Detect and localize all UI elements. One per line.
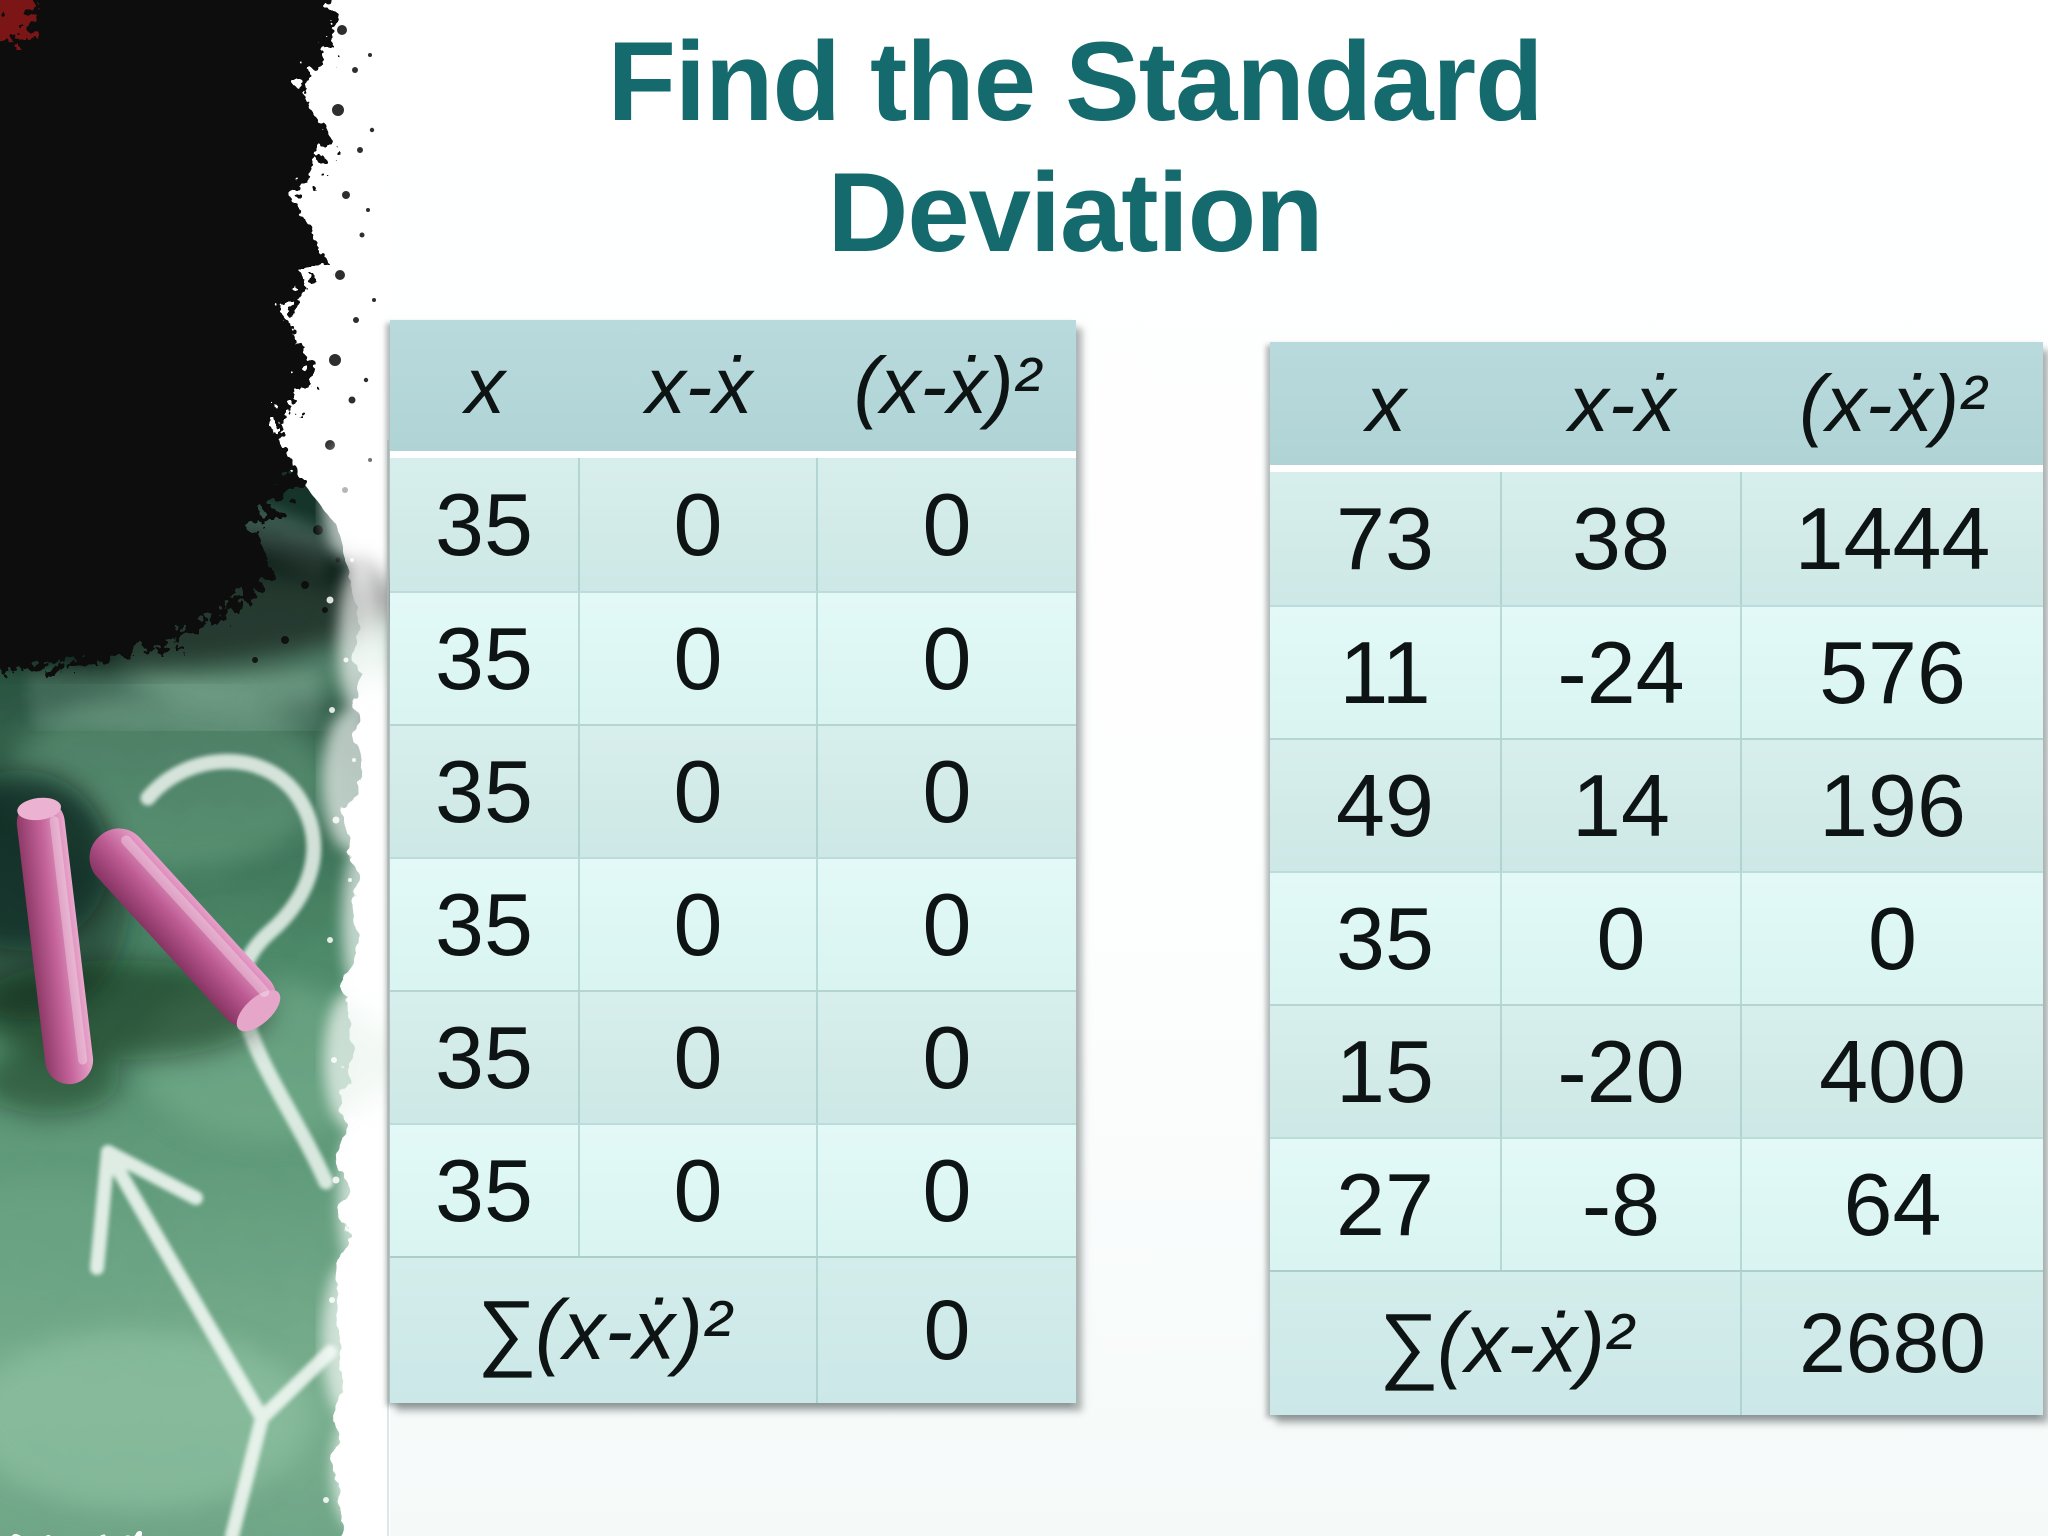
table-cell: 64 bbox=[1742, 1137, 2043, 1270]
table-cell: 0 bbox=[818, 1123, 1076, 1256]
table-cell: 196 bbox=[1742, 738, 2043, 871]
table-header-cell: x-ẋ bbox=[1502, 342, 1742, 472]
table-cell: 0 bbox=[818, 591, 1076, 724]
chalkboard-art bbox=[0, 0, 390, 1536]
table-cell: 35 bbox=[390, 857, 580, 990]
table-cell: 35 bbox=[390, 591, 580, 724]
table-cell: 0 bbox=[818, 990, 1076, 1123]
table-cell: 0 bbox=[1742, 871, 2043, 1004]
table-cell: 15 bbox=[1270, 1004, 1502, 1137]
table-cell: 0 bbox=[1502, 871, 1742, 1004]
table-cell: 0 bbox=[580, 1123, 818, 1256]
table-cell: 1444 bbox=[1742, 472, 2043, 605]
table-cell: 0 bbox=[580, 458, 818, 591]
slide-title: Find the Standard Deviation bbox=[607, 19, 1544, 276]
table-header-cell: (x-ẋ)² bbox=[818, 320, 1076, 458]
table-header-cell: x bbox=[390, 320, 580, 458]
table-cell: -24 bbox=[1502, 605, 1742, 738]
table-sum-value: 0 bbox=[818, 1256, 1076, 1403]
pink-chalk-stick bbox=[89, 828, 281, 1032]
table-cell: 0 bbox=[580, 990, 818, 1123]
table-header-cell: x bbox=[1270, 342, 1502, 472]
chalk-arrow bbox=[90, 1145, 337, 1536]
table-cell: 49 bbox=[1270, 738, 1502, 871]
table-header-cell: (x-ẋ)² bbox=[1742, 342, 2043, 472]
left-table: x x-ẋ (x-ẋ)² 35 0 0 35 0 0 35 0 0 35 0 0 35 0 0 35 0 0 ∑(x-ẋ)… bbox=[390, 320, 1076, 1403]
table-cell: 400 bbox=[1742, 1004, 2043, 1137]
table-cell: -20 bbox=[1502, 1004, 1742, 1137]
table-cell: 35 bbox=[390, 1123, 580, 1256]
table-cell: 27 bbox=[1270, 1137, 1502, 1270]
table-cell: 0 bbox=[580, 591, 818, 724]
table-cell: -8 bbox=[1502, 1137, 1742, 1270]
table-cell: 38 bbox=[1502, 472, 1742, 605]
table-header-cell: x-ẋ bbox=[580, 320, 818, 458]
chalk-question-mark bbox=[140, 754, 334, 1190]
table-cell: 576 bbox=[1742, 605, 2043, 738]
table-cell: 35 bbox=[1270, 871, 1502, 1004]
table-sum-label: ∑(x-ẋ)² bbox=[390, 1256, 818, 1403]
table-cell: 0 bbox=[580, 857, 818, 990]
table-cell: 14 bbox=[1502, 738, 1742, 871]
table-cell: 35 bbox=[390, 724, 580, 857]
table-cell: 11 bbox=[1270, 605, 1502, 738]
table-cell: 35 bbox=[390, 990, 580, 1123]
pink-chalk-stick bbox=[16, 797, 94, 1085]
table-cell: 0 bbox=[818, 458, 1076, 591]
table-cell: 35 bbox=[390, 458, 580, 591]
table-cell: 0 bbox=[818, 724, 1076, 857]
table-cell: 73 bbox=[1270, 472, 1502, 605]
table-sum-label: ∑(x-ẋ)² bbox=[1270, 1270, 1742, 1415]
table-cell: 0 bbox=[818, 857, 1076, 990]
right-table: x x-ẋ (x-ẋ)² 73 38 1444 11 -24 576 49 14 196 35 0 0 15-… bbox=[1270, 342, 2043, 1415]
table-cell: 0 bbox=[580, 724, 818, 857]
chalkboard-image bbox=[0, 0, 390, 1536]
table-sum-value: 2680 bbox=[1742, 1270, 2043, 1415]
